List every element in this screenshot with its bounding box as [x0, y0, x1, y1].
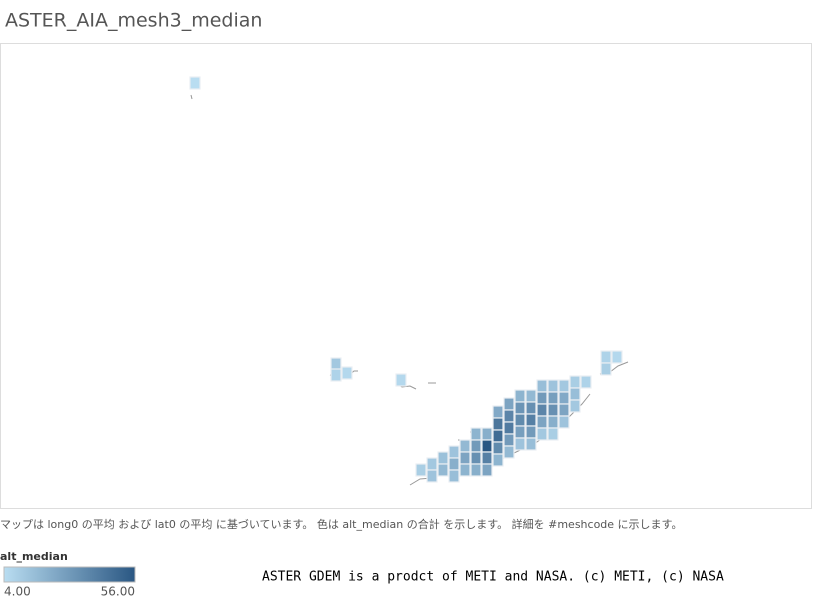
mesh-cell [470, 439, 482, 453]
legend-title: alt_median [0, 550, 68, 563]
mesh-cell [481, 463, 493, 477]
legend-min: 4.00 [4, 585, 31, 599]
mesh-cell [514, 425, 526, 439]
mesh-cell [536, 403, 548, 417]
mesh-cell [481, 427, 493, 441]
mesh-cell [514, 401, 526, 415]
mesh-cell [514, 389, 526, 403]
mesh-cell [536, 427, 548, 441]
mesh-cell [189, 76, 201, 90]
mesh-cell [525, 437, 537, 451]
mesh-cell [470, 451, 482, 465]
mesh-cell [547, 415, 559, 429]
mesh-cell [395, 373, 407, 387]
mesh-cell [503, 397, 515, 411]
mesh-cell [558, 379, 570, 393]
mesh-cell [536, 415, 548, 429]
mesh-cell [426, 469, 438, 483]
mesh-cell [547, 403, 559, 417]
mesh-cell [481, 439, 493, 453]
mesh-cell [569, 375, 581, 389]
mesh-cell [492, 453, 504, 467]
mesh-cell [558, 415, 570, 429]
mesh-cell [503, 445, 515, 459]
footnote: マップは long0 の平均 および lat0 の平均 に基づいています。 色は… [0, 517, 682, 531]
mesh-cell [470, 427, 482, 441]
cells [189, 76, 623, 483]
mesh-cell [547, 391, 559, 405]
mesh-cell [503, 433, 515, 447]
mesh-cell [448, 469, 460, 483]
mesh-cell [600, 362, 612, 376]
credit: ASTER GDEM is a prodct of METI and NASA.… [262, 570, 724, 585]
mesh-cell [492, 417, 504, 431]
mesh-cell [558, 391, 570, 405]
mesh-cell [330, 357, 342, 371]
mesh-cell [514, 413, 526, 427]
legend-ramp [3, 566, 136, 583]
mesh-cell [492, 441, 504, 455]
mesh-cell [569, 399, 581, 413]
mesh-cell [459, 451, 471, 465]
mesh-cell [514, 437, 526, 451]
mesh-cell [481, 451, 493, 465]
mesh-cell [437, 463, 449, 477]
mesh-cell [536, 391, 548, 405]
mesh-cell [580, 375, 592, 389]
mesh-cell [448, 445, 460, 459]
mesh-cell [611, 350, 623, 364]
legend-max: 56.00 [101, 585, 135, 599]
mesh-cell [569, 387, 581, 401]
mesh-cell [525, 413, 537, 427]
mesh-cell [415, 463, 427, 477]
mesh-cell [536, 379, 548, 393]
mesh-cell [503, 409, 515, 423]
mesh-cell [330, 368, 342, 382]
mesh-cell [525, 425, 537, 439]
mesh-cell [525, 389, 537, 403]
map-frame [0, 43, 812, 509]
mesh-cell [341, 366, 353, 380]
mesh-cell [459, 439, 471, 453]
mesh-cell [470, 463, 482, 477]
mesh-cell [525, 401, 537, 415]
mesh-cell [448, 457, 460, 471]
mesh-cell [492, 405, 504, 419]
title: ASTER_AIA_mesh3_median [5, 10, 262, 32]
mesh-cell [558, 403, 570, 417]
mesh-cell [547, 379, 559, 393]
mesh-cell [503, 421, 515, 435]
mesh-cell [437, 451, 449, 465]
mesh-cell [547, 427, 559, 441]
mesh-cell [459, 463, 471, 477]
mesh-cell [492, 429, 504, 443]
mesh-cell [600, 350, 612, 364]
mesh-cell [426, 457, 438, 471]
